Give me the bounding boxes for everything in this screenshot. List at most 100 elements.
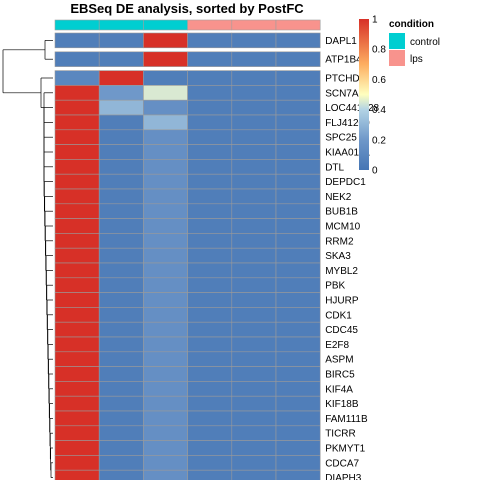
condition-legend: condition control lps (389, 19, 440, 66)
heatmap-cell (275, 85, 321, 101)
heatmap-cell (54, 218, 100, 234)
heatmap-cell (275, 218, 321, 234)
annotation-cell-lps (187, 19, 233, 31)
heatmap-cell (231, 32, 277, 49)
heatmap-cell (275, 247, 321, 264)
heatmap-cell (54, 173, 100, 190)
heatmap-cell (143, 85, 188, 101)
heatmap-cell (275, 144, 321, 160)
row-label: CDCA7 (325, 458, 359, 469)
row-label: HJURP (325, 296, 359, 307)
heatmap-cell (187, 51, 233, 67)
color-scale-bar (359, 19, 369, 170)
heatmap-cell (98, 455, 144, 471)
row-label: KIAA0101 (325, 148, 370, 159)
heatmap-cell (231, 440, 277, 456)
annotation-cell-control (54, 19, 100, 31)
heatmap-cell (143, 233, 188, 249)
heatmap-cell (187, 173, 233, 190)
heatmap-cell (54, 51, 100, 67)
heatmap-cell (98, 425, 144, 441)
heatmap-cell (143, 262, 188, 279)
heatmap-cell (231, 410, 277, 427)
heatmap-cell (143, 277, 188, 293)
condition-annotation-bar (54, 19, 321, 31)
heatmap-cell (143, 410, 188, 427)
heatmap-cell (231, 188, 277, 205)
heatmap-cell (98, 188, 144, 205)
row-label: SPC25 (325, 133, 357, 144)
heatmap-cell (54, 321, 100, 338)
row-label: SKA3 (325, 251, 351, 262)
heatmap-cell (231, 395, 277, 412)
heatmap-cell (54, 351, 100, 367)
annotation-cell-control (98, 19, 144, 31)
heatmap-cell (231, 262, 277, 279)
heatmap-cell (231, 85, 277, 101)
heatmap-cell (98, 99, 144, 116)
heatmap-cell (98, 381, 144, 397)
heatmap-cell (187, 218, 233, 234)
heatmap-cell (54, 85, 100, 101)
heatmap-cell (143, 70, 188, 86)
heatmap-cell (275, 381, 321, 397)
heatmap-cell (231, 159, 277, 175)
color-scale-tick-label: 0.2 (372, 135, 386, 146)
heatmap-cell (275, 351, 321, 367)
heatmap-cell (143, 32, 188, 49)
heatmap-cell (187, 381, 233, 397)
heatmap-cell (98, 85, 144, 101)
heatmap-cell (187, 292, 233, 308)
row-label: NEK2 (325, 192, 352, 203)
heatmap-cell (143, 159, 188, 175)
heatmap-cell (275, 32, 321, 49)
row-label: KIF4A (325, 384, 353, 395)
heatmap-cell (275, 203, 321, 219)
heatmap-cell (54, 188, 100, 205)
heatmap-cell (187, 159, 233, 175)
heatmap-cell (187, 32, 233, 49)
row-label: E2F8 (325, 340, 349, 351)
heatmap-cell (231, 292, 277, 308)
heatmap-cell (98, 321, 144, 338)
heatmap-cell (187, 247, 233, 264)
heatmap-cell (275, 277, 321, 293)
row-label: PBK (325, 281, 345, 292)
heatmap-cell (187, 188, 233, 205)
heatmap-cell (98, 469, 144, 480)
heatmap-cell (231, 336, 277, 353)
heatmap-cell (54, 70, 100, 86)
heatmap-cell (275, 366, 321, 382)
heatmap-cell (275, 173, 321, 190)
heatmap-cells (54, 32, 321, 480)
heatmap-cell (187, 262, 233, 279)
heatmap-cell (187, 85, 233, 101)
condition-legend-title: condition (389, 19, 434, 30)
heatmap-cell (187, 307, 233, 323)
heatmap-cell (54, 247, 100, 264)
heatmap-cell (98, 70, 144, 86)
heatmap-cell (231, 99, 277, 116)
row-dendrogram (2, 40, 53, 478)
condition-legend-label: lps (410, 54, 423, 65)
heatmap-cell (98, 173, 144, 190)
heatmap-cell (54, 233, 100, 249)
condition-legend-swatch (389, 50, 405, 66)
heatmap-cell (98, 247, 144, 264)
heatmap-cell (98, 233, 144, 249)
heatmap-cell (143, 129, 188, 145)
heatmap-cell (231, 233, 277, 249)
heatmap-cell (187, 99, 233, 116)
heatmap-cell (98, 129, 144, 145)
heatmap-cell (187, 277, 233, 293)
row-label: ATP1B4 (325, 55, 362, 66)
heatmap-cell (231, 366, 277, 382)
heatmap-cell (54, 381, 100, 397)
row-label: CDC45 (325, 325, 358, 336)
heatmap-cell (143, 292, 188, 308)
heatmap-cell (187, 129, 233, 145)
heatmap-cell (143, 366, 188, 382)
heatmap-cell (231, 469, 277, 480)
color-scale-legend: 0 0.2 0.4 0.6 0.8 1 (359, 15, 386, 177)
heatmap-cell (143, 425, 188, 441)
